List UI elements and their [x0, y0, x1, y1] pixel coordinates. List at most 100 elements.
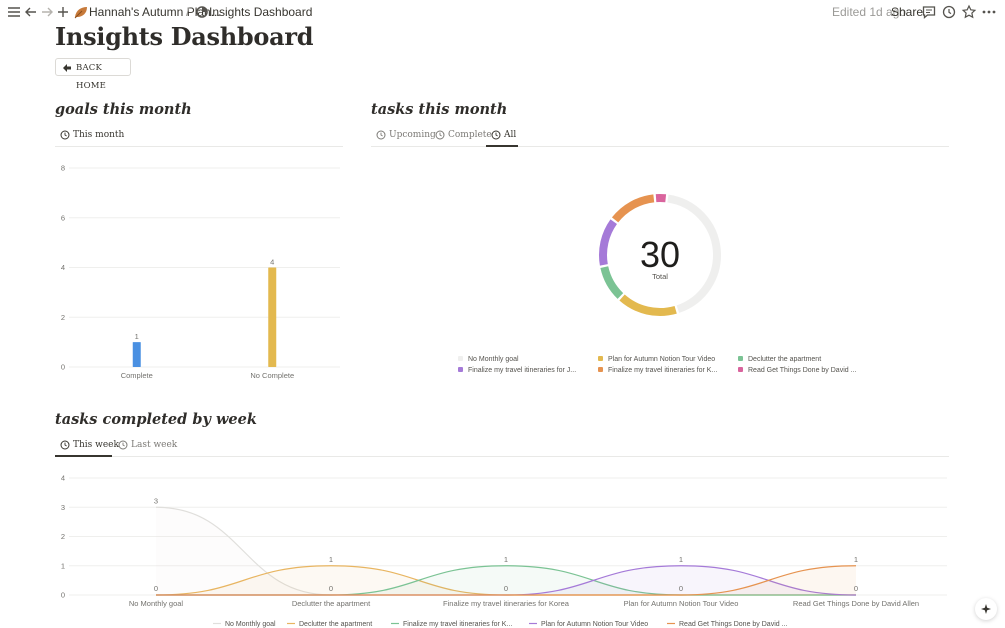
bar[interactable] — [132, 342, 141, 367]
back-arrow-icon[interactable] — [22, 3, 40, 21]
add-icon[interactable] — [54, 3, 72, 21]
goals-bar-chart: 0 2 4 6 8 1 Complete 4 No Complete — [61, 164, 340, 380]
back-home-label: BACK HOME — [76, 63, 107, 91]
tab-label: Last week — [131, 440, 178, 450]
legend-swatch — [458, 356, 463, 361]
breadcrumb-separator: / — [186, 5, 190, 19]
tasks-active-tab-indicator — [486, 145, 518, 147]
donut-slice[interactable] — [600, 266, 624, 299]
clock-icon — [376, 130, 386, 140]
comment-icon[interactable] — [920, 3, 938, 21]
share-button[interactable]: Share — [891, 5, 924, 19]
y-tick-label: 1 — [61, 561, 65, 570]
bar-value-label: 4 — [270, 258, 274, 267]
x-category-label: Complete — [121, 371, 153, 380]
x-category-label: No Monthly goal — [129, 599, 184, 608]
clock-icon — [435, 130, 445, 140]
weekly-active-tab-indicator — [55, 455, 112, 457]
weekly-heading: tasks completed by week — [55, 411, 257, 428]
x-category-label: Plan for Autumn Notion Tour Video — [624, 599, 739, 608]
tab-label: All — [504, 130, 517, 140]
top-bar: Hannah's Autumn Plan... / Insights Dashb… — [0, 0, 1005, 24]
legend-swatch — [738, 367, 743, 372]
y-tick-label: 2 — [61, 313, 65, 322]
data-point-label: 1 — [504, 555, 508, 564]
data-point-label: 0 — [329, 584, 333, 593]
history-clock-icon[interactable] — [940, 3, 958, 21]
legend-entry: Finalize my travel itineraries for K... — [608, 367, 717, 374]
back-home-button[interactable]: BACK HOME — [55, 58, 131, 91]
clock-icon — [491, 130, 501, 140]
legend-swatch — [598, 356, 603, 361]
x-category-label: No Complete — [250, 371, 294, 380]
data-point-label: 0 — [854, 584, 858, 593]
y-tick-label: 6 — [61, 213, 65, 222]
data-point-label: 0 — [679, 584, 683, 593]
menu-icon[interactable] — [5, 3, 23, 21]
legend-entry: Plan for Autumn Notion Tour Video — [541, 621, 648, 628]
y-tick-label: 3 — [61, 503, 65, 512]
tasks-tab-divider — [371, 146, 949, 147]
tab-label: This week — [73, 440, 119, 450]
goals-heading: goals this month — [55, 101, 192, 118]
data-point-label: 1 — [679, 555, 683, 564]
breadcrumb-parent[interactable]: Hannah's Autumn Plan... — [89, 5, 221, 19]
y-tick-label: 0 — [61, 363, 65, 372]
series-area — [156, 565, 856, 595]
weekly-line-chart: 0 1 2 3 4 No Monthly goal Declutter the apartm… — [61, 474, 947, 628]
star-icon[interactable] — [960, 3, 978, 21]
breadcrumb-current[interactable]: Insights Dashboard — [209, 5, 313, 19]
y-tick-label: 0 — [61, 591, 65, 600]
y-tick-label: 8 — [61, 164, 65, 173]
sparkle-icon — [981, 604, 991, 614]
ai-assistant-button[interactable] — [975, 598, 997, 620]
forward-arrow-icon[interactable] — [38, 3, 56, 21]
more-options-icon[interactable] — [980, 3, 998, 21]
series-area — [156, 565, 856, 595]
tab-label: Complete — [448, 130, 492, 140]
donut-total-value: 30 — [640, 234, 680, 275]
legend-entry: Read Get Things Done by David ... — [679, 621, 787, 628]
bar[interactable] — [268, 267, 277, 368]
page-title: Insights Dashboard — [55, 22, 314, 51]
clock-icon — [60, 440, 70, 450]
data-point-label: 3 — [154, 496, 158, 505]
data-point-label: 0 — [504, 584, 508, 593]
series-line[interactable] — [155, 565, 857, 596]
tasks-heading: tasks this month — [371, 101, 508, 118]
arrow-left-icon — [63, 64, 71, 72]
legend-entry: Plan for Autumn Notion Tour Video — [608, 356, 715, 363]
donut-slice[interactable] — [667, 194, 721, 313]
donut-total-label: Total — [652, 272, 668, 281]
tab-label: This month — [73, 130, 125, 140]
clock-icon — [60, 130, 70, 140]
legend-swatch — [738, 356, 743, 361]
tasks-donut-legend: No Monthly goal Plan for Autumn Notion To… — [458, 356, 856, 374]
x-category-label: Finalize my travel itineraries for Korea — [443, 599, 570, 608]
tab-label: Upcoming — [389, 130, 436, 140]
weekly-tab-divider — [55, 456, 949, 457]
goals-tab-divider — [55, 146, 343, 147]
legend-swatch — [458, 367, 463, 372]
y-tick-label: 2 — [61, 532, 65, 541]
y-tick-label: 4 — [61, 263, 65, 272]
series-area — [156, 565, 856, 595]
series-area — [156, 565, 856, 595]
y-tick-label: 4 — [61, 474, 65, 483]
legend-entry: Finalize my travel itineraries for K... — [403, 621, 512, 628]
clock-icon — [118, 440, 128, 450]
data-point-label: 0 — [154, 584, 158, 593]
legend-swatch — [598, 367, 603, 372]
legend-entry: Finalize my travel itineraries for J... — [468, 367, 576, 374]
legend-entry: Read Get Things Done by David ... — [748, 367, 856, 374]
data-point-label: 1 — [854, 555, 858, 564]
edited-timestamp: Edited 1d ago — [832, 5, 907, 19]
donut-slice[interactable] — [599, 219, 618, 266]
donut-slice[interactable] — [619, 294, 677, 316]
legend-entry: No Monthly goal — [225, 621, 276, 628]
dashboard-page-icon — [196, 6, 208, 18]
donut-slice[interactable] — [611, 194, 655, 223]
x-category-label: Declutter the apartment — [292, 599, 371, 608]
x-category-label: Read Get Things Done by David Allen — [793, 599, 919, 608]
